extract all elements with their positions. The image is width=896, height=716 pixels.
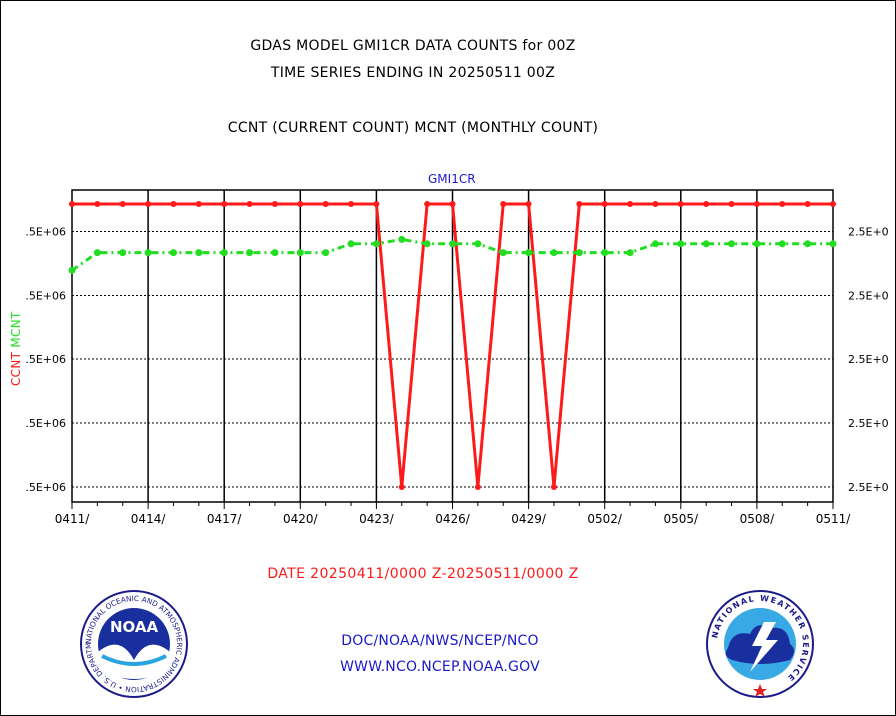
x-tick-label: 0414/ [131,512,167,526]
mcnt-point [144,249,152,257]
doc-credit: DOC/NOAA/NWS/NCEP/NCO [341,633,539,649]
mcnt-point [119,249,127,257]
y-tick-label-right: 2.5E+0 [848,353,889,366]
ccnt-point [398,484,405,490]
mcnt-point [499,249,507,257]
ccnt-point [424,201,431,207]
mcnt-point [651,240,659,248]
x-tick-label: 0511/ [816,512,852,526]
mcnt-point [93,249,101,257]
mcnt-point [778,240,786,248]
mcnt-point [296,249,304,257]
ccnt-point [677,201,684,207]
ccnt-point [830,201,836,207]
x-tick-label: 0411/ [55,512,91,526]
mcnt-point [550,249,558,257]
nws-logo: NATIONAL WEATHER SERVICE [706,590,814,698]
ccnt-point [449,201,456,207]
x-tick-label: 0508/ [740,512,776,526]
ccnt-point [525,201,532,207]
mcnt-point [68,266,76,274]
series-legend-text: CCNT (CURRENT COUNT) MCNT (MONTHLY COUNT… [227,120,599,136]
y-tick-label-right: 2.5E+0 [848,290,889,303]
ccnt-point [550,484,557,490]
mcnt-point [220,249,228,257]
mcnt-point [702,240,710,248]
ccnt-point [779,201,786,207]
panel-label: GMI1CR [428,172,476,186]
ccnt-point [728,201,735,207]
x-tick-label: 0423/ [359,512,395,526]
mcnt-point [322,249,330,257]
mcnt-point [347,240,355,248]
page-subtitle: TIME SERIES ENDING IN 20250511 00Z [270,65,556,81]
ccnt-point [246,201,253,207]
mcnt-point [474,240,482,248]
ccnt-point [652,201,659,207]
mcnt-point [601,249,609,257]
y-tick-label-left: .5E+06 [25,290,66,303]
ccnt-point [119,201,126,207]
x-tick-label: 0426/ [435,512,471,526]
y-tick-label-right: 2.5E+0 [848,481,889,494]
mcnt-point [626,249,634,257]
ccnt-point [221,201,228,207]
mcnt-point [372,240,380,248]
ccnt-point [804,201,811,207]
mcnt-point [677,240,685,248]
ccnt-point [753,201,760,207]
mcnt-point [829,240,837,248]
mcnt-point [271,249,279,257]
mcnt-point [525,249,533,257]
x-tick-label: 0502/ [587,512,623,526]
mcnt-point [246,249,254,257]
ccnt-point [348,201,355,207]
noaa-logo-label: NOAA [110,618,159,636]
ccnt-point [271,201,278,207]
y-tick-label-right: 2.5E+0 [848,417,889,430]
x-tick-label: 0420/ [283,512,319,526]
y-tick-label-left: .5E+06 [25,226,66,239]
page-title: GDAS MODEL GMI1CR DATA COUNTS for 00Z [250,38,576,54]
mcnt-point [398,235,406,243]
y-tick-label-left: .5E+06 [25,417,66,430]
y-tick-label-right: 2.5E+0 [848,226,889,239]
ccnt-point [297,201,304,207]
ccnt-point [576,201,583,207]
url-credit: WWW.NCO.NCEP.NOAA.GOV [340,659,540,675]
ccnt-point [145,201,152,207]
y-tick-label-left: .5E+06 [25,481,66,494]
ccnt-point [195,201,202,207]
y-tick-label-left: .5E+06 [25,353,66,366]
x-tick-label: 0417/ [207,512,243,526]
ccnt-point [500,201,507,207]
ccnt-point [94,201,101,207]
mcnt-point [169,249,177,257]
ccnt-point [69,201,75,207]
ccnt-point [601,201,608,207]
ccnt-point [170,201,177,207]
mcnt-point [575,249,583,257]
mcnt-point [195,249,203,257]
mcnt-point [804,240,812,248]
mcnt-point [753,240,761,248]
ccnt-point [474,484,481,490]
noaa-logo: NOAA NATIONAL OCEANIC AND ATMOSPHERIC AD… [80,590,188,698]
ccnt-point [627,201,634,207]
x-tick-label: 0429/ [511,512,547,526]
ccnt-point [703,201,710,207]
x-tick-label: 0505/ [664,512,700,526]
ccnt-point [373,201,380,207]
mcnt-point [728,240,736,248]
mcnt-point [423,240,431,248]
ccnt-point [322,201,329,207]
date-range-label: DATE 20250411/0000 Z-20250511/0000 Z [267,566,579,582]
mcnt-point [449,240,456,248]
